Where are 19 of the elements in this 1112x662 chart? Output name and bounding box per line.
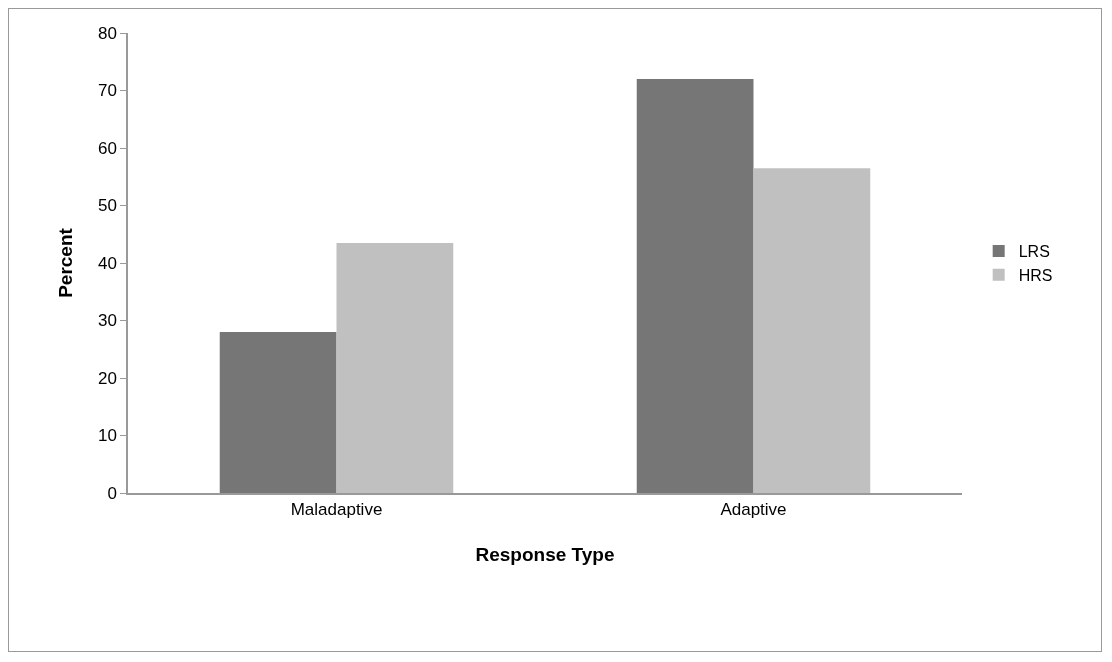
bar — [636, 79, 754, 493]
y-tick-label: 10 — [97, 426, 117, 446]
y-tick-label: 20 — [97, 368, 117, 388]
y-tick-label: 60 — [97, 138, 117, 158]
y-tick-label: 0 — [107, 483, 117, 503]
y-axis-title: Percent — [55, 227, 77, 298]
y-tick-label: 50 — [97, 196, 117, 216]
y-tick-label: 30 — [97, 311, 117, 331]
legend-label: LRS — [1018, 243, 1050, 261]
y-tick-label: 40 — [97, 253, 117, 273]
bar — [336, 242, 454, 493]
y-tick-label: 70 — [97, 81, 117, 101]
legend-label: HRS — [1018, 266, 1053, 284]
bar — [219, 332, 337, 493]
bar — [753, 168, 871, 493]
x-tick-label: Adaptive — [720, 500, 787, 520]
x-tick-label: Maladaptive — [290, 500, 383, 520]
y-tick-label: 80 — [97, 23, 117, 43]
x-axis-title: Response Type — [475, 544, 615, 566]
